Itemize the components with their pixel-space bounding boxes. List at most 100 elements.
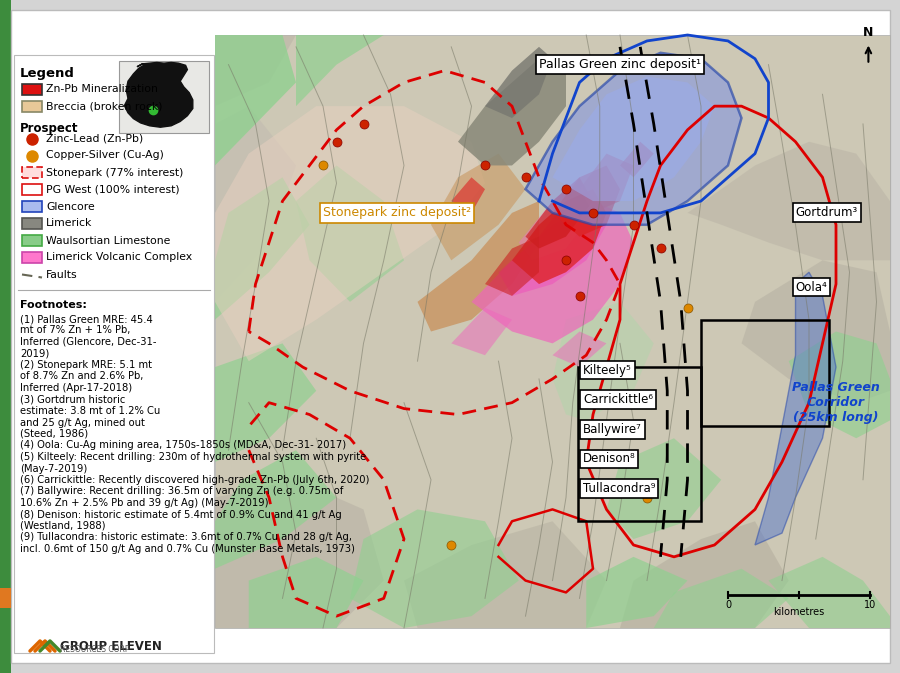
Text: Inferred (Apr-17-2018): Inferred (Apr-17-2018) xyxy=(20,383,132,393)
Text: (2) Stonepark MRE: 5.1 mt: (2) Stonepark MRE: 5.1 mt xyxy=(20,360,152,370)
Polygon shape xyxy=(472,201,634,343)
Text: 10: 10 xyxy=(864,600,876,610)
Polygon shape xyxy=(620,142,653,177)
Polygon shape xyxy=(607,438,721,539)
Text: Glencore: Glencore xyxy=(46,201,94,211)
Text: and 25 g/t Ag, mined out: and 25 g/t Ag, mined out xyxy=(20,417,145,427)
Text: RESOURCES CORP: RESOURCES CORP xyxy=(60,645,130,654)
Text: (May-7-2019): (May-7-2019) xyxy=(20,464,87,474)
Polygon shape xyxy=(215,343,316,462)
Polygon shape xyxy=(553,166,620,237)
Bar xyxy=(22,101,42,112)
Bar xyxy=(22,218,42,229)
Text: of 8.7% Zn and 2.6% Pb,: of 8.7% Zn and 2.6% Pb, xyxy=(20,371,143,382)
Polygon shape xyxy=(404,522,607,628)
Text: (6) Carrickittle: Recently discovered high-grade Zn-Pb (July 6th, 2020): (6) Carrickittle: Recently discovered hi… xyxy=(20,475,369,485)
Text: Stonepark zinc deposit²: Stonepark zinc deposit² xyxy=(323,207,471,219)
Polygon shape xyxy=(215,35,296,106)
Bar xyxy=(215,35,890,628)
Text: (Westland, 1988): (Westland, 1988) xyxy=(20,521,105,531)
Polygon shape xyxy=(742,260,890,402)
Text: N: N xyxy=(863,26,874,38)
Polygon shape xyxy=(788,332,890,438)
Polygon shape xyxy=(458,59,566,166)
Polygon shape xyxy=(451,308,512,355)
Text: Pallas Green
Corridor
(25km long): Pallas Green Corridor (25km long) xyxy=(792,381,880,424)
Polygon shape xyxy=(518,177,593,260)
Polygon shape xyxy=(485,237,539,296)
Text: Faults: Faults xyxy=(46,269,77,279)
Polygon shape xyxy=(215,177,310,320)
Text: Gortdrum³: Gortdrum³ xyxy=(796,207,858,219)
Bar xyxy=(22,235,42,246)
Text: Limerick Volcanic Complex: Limerick Volcanic Complex xyxy=(46,252,192,262)
Bar xyxy=(119,61,209,133)
Text: (5) Kilteely: Recent drilling: 230m of hydrothermal system with pyrite: (5) Kilteely: Recent drilling: 230m of h… xyxy=(20,452,366,462)
Text: Kilteely⁵: Kilteely⁵ xyxy=(583,363,632,377)
Polygon shape xyxy=(215,35,296,166)
Bar xyxy=(578,367,701,522)
Text: Zinc-Lead (Zn-Pb): Zinc-Lead (Zn-Pb) xyxy=(46,133,143,143)
Bar xyxy=(14,55,214,653)
Text: (8) Denison: historic estimate of 5.4mt of 0.9% Cu and 41 g/t Ag: (8) Denison: historic estimate of 5.4mt … xyxy=(20,509,342,520)
Polygon shape xyxy=(553,77,715,201)
Text: Copper-Silver (Cu-Ag): Copper-Silver (Cu-Ag) xyxy=(46,151,164,160)
Text: (Steed, 1986): (Steed, 1986) xyxy=(20,429,88,439)
Polygon shape xyxy=(512,189,607,284)
Text: GROUP ELEVEN: GROUP ELEVEN xyxy=(60,639,162,653)
Text: incl. 0.6mt of 150 g/t Ag and 0.7% Cu (Munster Base Metals, 1973): incl. 0.6mt of 150 g/t Ag and 0.7% Cu (M… xyxy=(20,544,355,554)
Polygon shape xyxy=(431,153,526,260)
Polygon shape xyxy=(620,522,788,628)
Text: Pallas Green zinc deposit¹: Pallas Green zinc deposit¹ xyxy=(539,58,701,71)
Polygon shape xyxy=(296,166,404,302)
Polygon shape xyxy=(580,153,634,213)
Text: Legend: Legend xyxy=(20,67,75,80)
Polygon shape xyxy=(485,47,553,118)
Polygon shape xyxy=(755,272,836,545)
Polygon shape xyxy=(688,142,890,260)
Text: Waulsortian Limestone: Waulsortian Limestone xyxy=(46,236,170,246)
Bar xyxy=(22,201,42,212)
Polygon shape xyxy=(248,557,364,628)
Polygon shape xyxy=(769,557,890,628)
Polygon shape xyxy=(215,450,337,569)
Polygon shape xyxy=(553,332,607,367)
Text: Limerick: Limerick xyxy=(46,219,93,229)
Polygon shape xyxy=(499,189,607,296)
Text: 2019): 2019) xyxy=(20,349,50,359)
Polygon shape xyxy=(350,509,518,628)
Text: (1) Pallas Green MRE: 45.4: (1) Pallas Green MRE: 45.4 xyxy=(20,314,153,324)
Text: kilometres: kilometres xyxy=(773,608,824,617)
Text: Carrickittle⁶: Carrickittle⁶ xyxy=(583,393,652,406)
Text: Footnotes:: Footnotes: xyxy=(20,300,87,310)
Bar xyxy=(22,84,42,95)
Polygon shape xyxy=(553,302,653,421)
Text: Tullacondra⁹: Tullacondra⁹ xyxy=(583,482,655,495)
Bar xyxy=(22,167,42,178)
Text: Prospect: Prospect xyxy=(20,122,78,135)
Text: mt of 7% Zn + 1% Pb,: mt of 7% Zn + 1% Pb, xyxy=(20,326,130,336)
Polygon shape xyxy=(296,35,383,106)
Bar xyxy=(0,0,11,673)
Text: Stonepark (77% interest): Stonepark (77% interest) xyxy=(46,168,184,178)
Polygon shape xyxy=(653,569,788,628)
Polygon shape xyxy=(418,201,539,332)
Bar xyxy=(22,184,42,195)
Polygon shape xyxy=(215,106,485,361)
Text: (3) Gortdrum historic: (3) Gortdrum historic xyxy=(20,394,125,404)
Text: Denison⁸: Denison⁸ xyxy=(583,452,635,466)
Text: Ballywire⁷: Ballywire⁷ xyxy=(583,423,642,436)
Polygon shape xyxy=(215,480,383,628)
Polygon shape xyxy=(586,557,688,628)
Text: Oola⁴: Oola⁴ xyxy=(796,281,827,293)
Bar xyxy=(22,252,42,263)
Text: (7) Ballywire: Recent drilling: 36.5m of varying Zn (e.g. 0.75m of: (7) Ballywire: Recent drilling: 36.5m of… xyxy=(20,487,344,497)
Text: Inferred (Glencore, Dec-31-: Inferred (Glencore, Dec-31- xyxy=(20,337,157,347)
Text: 0: 0 xyxy=(724,600,731,610)
Polygon shape xyxy=(215,106,296,302)
Polygon shape xyxy=(526,177,593,248)
Text: Zn-Pb Mineralization: Zn-Pb Mineralization xyxy=(46,85,158,94)
Polygon shape xyxy=(451,177,485,213)
Text: (4) Oola: Cu-Ag mining area, 1750s-1850s (MD&A, Dec-31- 2017): (4) Oola: Cu-Ag mining area, 1750s-1850s… xyxy=(20,441,346,450)
Polygon shape xyxy=(526,52,742,225)
